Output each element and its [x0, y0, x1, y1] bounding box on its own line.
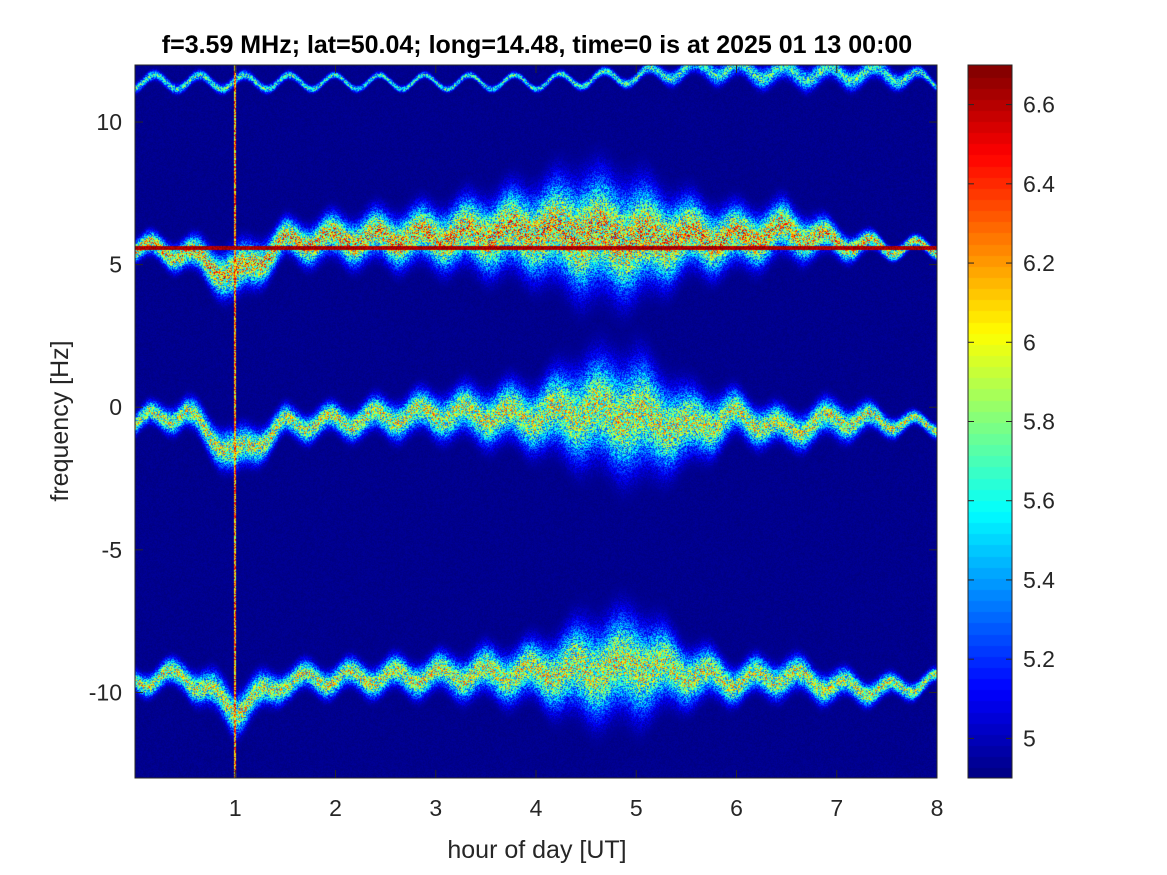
plot-area [134, 64, 938, 779]
y-tick-label: 0 [109, 394, 122, 420]
y-tick-label: -5 [102, 537, 122, 563]
heatmap-canvas [135, 65, 937, 778]
colorbar-tick-label: 5 [1023, 725, 1036, 751]
colorbar-canvas [968, 65, 1012, 778]
colorbar-tick-label: 6.6 [1023, 92, 1055, 118]
y-axis-label: frequency [Hz] [46, 340, 74, 501]
x-tick-label: 2 [329, 795, 342, 821]
y-tick-label: 5 [109, 252, 122, 278]
colorbar-tick-label: 5.2 [1023, 646, 1055, 672]
x-tick-label: 3 [429, 795, 442, 821]
x-axis-label: hour of day [UT] [447, 836, 626, 864]
y-axis-ticks: -10 -5 0 5 10 [89, 109, 937, 705]
colorbar-tick-label: 5.6 [1023, 488, 1055, 514]
x-tick-label: 5 [630, 795, 643, 821]
x-tick-label: 4 [530, 795, 543, 821]
colorbar-tick-label: 6 [1023, 329, 1036, 355]
chart-title: f=3.59 MHz; lat=50.04; long=14.48, time=… [162, 31, 912, 59]
x-axis-ticks: 1 2 3 4 5 6 7 8 [229, 65, 944, 821]
x-tick-label: 7 [830, 795, 843, 821]
colorbar-tick-label: 5.8 [1023, 409, 1055, 435]
colorbar-tick-label: 6.2 [1023, 250, 1055, 276]
heatmap-layer [135, 65, 937, 778]
y-tick-label: 10 [96, 109, 122, 135]
x-tick-label: 1 [229, 795, 242, 821]
colorbar-ticks: 5 5.2 5.4 5.6 5.8 6 6.2 6.4 6.6 [968, 92, 1055, 751]
colorbar-gradient [968, 65, 1012, 778]
colorbar: 5 5.2 5.4 5.6 5.8 6 6.2 6.4 6.6 [967, 64, 1055, 779]
x-tick-label: 6 [730, 795, 743, 821]
colorbar-tick-label: 6.4 [1023, 171, 1055, 197]
x-tick-label: 8 [931, 795, 944, 821]
y-tick-label: -10 [89, 679, 122, 705]
colorbar-tick-label: 5.4 [1023, 567, 1055, 593]
